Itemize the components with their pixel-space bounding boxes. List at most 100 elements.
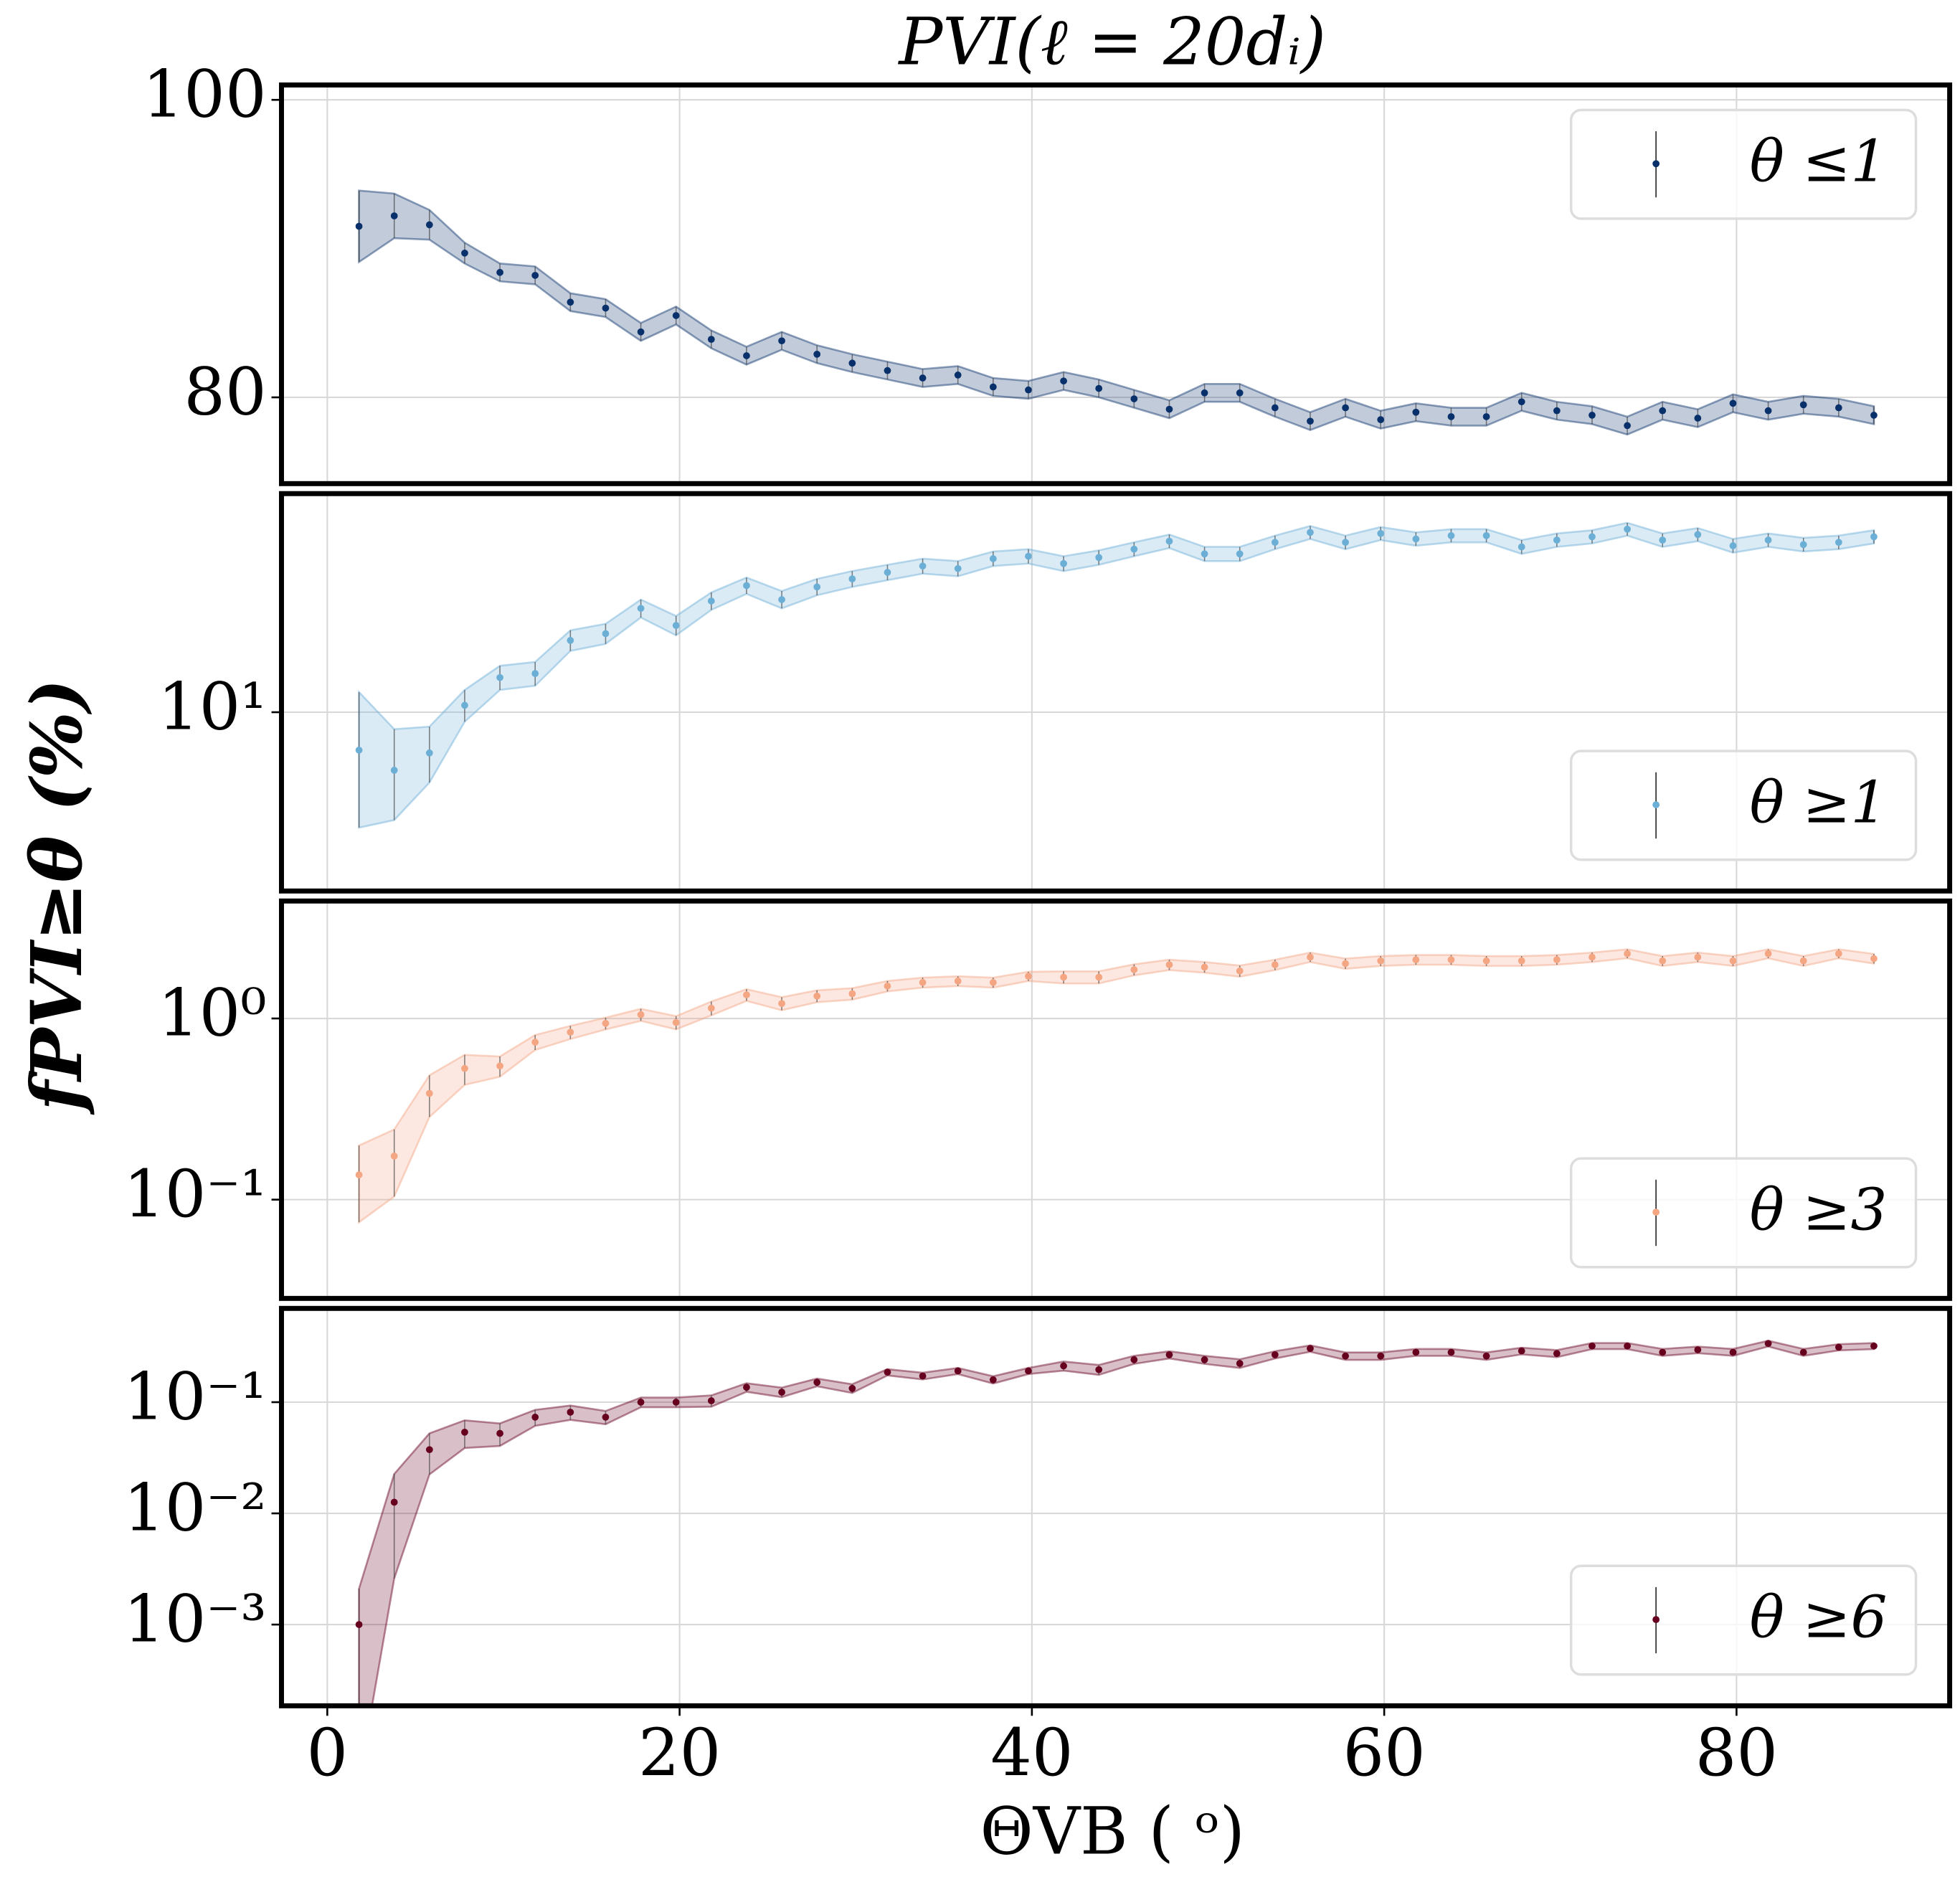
point xyxy=(1447,956,1455,963)
point xyxy=(884,569,891,576)
point xyxy=(778,337,785,345)
point xyxy=(1307,417,1314,425)
point xyxy=(1764,950,1772,957)
point xyxy=(1553,407,1561,415)
point xyxy=(1447,413,1455,420)
point xyxy=(496,1062,503,1070)
point xyxy=(461,1428,468,1436)
point xyxy=(496,1429,503,1437)
point xyxy=(461,249,468,257)
point xyxy=(919,978,927,986)
point xyxy=(1342,539,1349,547)
point xyxy=(425,1446,433,1454)
y-tick-label: 10⁻² xyxy=(123,1470,266,1546)
point xyxy=(1377,529,1385,537)
point xyxy=(1518,398,1525,406)
point xyxy=(1799,1348,1807,1356)
point xyxy=(848,359,856,367)
point xyxy=(1518,957,1525,965)
point xyxy=(778,1389,785,1396)
point xyxy=(1694,953,1702,961)
point xyxy=(778,596,785,603)
point xyxy=(1130,966,1138,973)
point xyxy=(1342,960,1349,968)
point xyxy=(743,991,750,998)
point xyxy=(355,222,363,230)
point xyxy=(637,605,645,613)
point xyxy=(1130,395,1138,402)
point xyxy=(884,366,891,374)
point xyxy=(1729,399,1737,407)
point xyxy=(1165,537,1173,545)
point xyxy=(778,1000,785,1008)
legend-marker xyxy=(1652,160,1660,168)
point xyxy=(1729,542,1737,549)
point xyxy=(1694,531,1702,539)
point xyxy=(1060,973,1067,981)
point xyxy=(496,673,503,681)
point xyxy=(1412,956,1420,963)
point xyxy=(672,1018,680,1026)
point xyxy=(1025,1367,1032,1375)
point xyxy=(989,383,997,391)
point xyxy=(1518,1347,1525,1355)
point xyxy=(1201,963,1208,971)
legend-label: θ ≥1 xyxy=(1750,770,1888,836)
point xyxy=(567,1409,574,1416)
point xyxy=(672,1399,680,1406)
point xyxy=(813,350,821,358)
point xyxy=(567,1028,574,1036)
point xyxy=(1271,404,1279,412)
point xyxy=(355,747,363,754)
point xyxy=(1236,550,1244,558)
point xyxy=(1095,554,1103,562)
y-tick-label: 10⁰ xyxy=(158,975,267,1051)
point xyxy=(1624,950,1631,957)
legend-box xyxy=(1569,1157,1918,1269)
legend-marker xyxy=(1652,801,1660,808)
point xyxy=(531,670,539,678)
point xyxy=(1095,384,1103,392)
point xyxy=(1694,1346,1702,1353)
point xyxy=(390,767,398,774)
point xyxy=(1589,412,1596,419)
point xyxy=(1553,1350,1561,1358)
point xyxy=(954,977,962,985)
legend: θ ≥3 xyxy=(1569,1157,1918,1269)
point xyxy=(707,597,715,605)
point xyxy=(1165,1351,1173,1358)
y-tick-label: 10⁻¹ xyxy=(123,1157,266,1232)
point xyxy=(1025,973,1032,980)
legend: θ ≥6 xyxy=(1569,1564,1918,1676)
point xyxy=(1694,415,1702,422)
point xyxy=(1870,1342,1878,1350)
x-tick-label: 40 xyxy=(990,1716,1073,1791)
point xyxy=(1095,1366,1103,1373)
point xyxy=(1482,413,1490,420)
point xyxy=(355,1621,363,1628)
legend-box xyxy=(1569,749,1918,861)
legend-label: θ ≥3 xyxy=(1750,1177,1888,1244)
point xyxy=(1236,1360,1244,1367)
point xyxy=(1834,950,1842,957)
point xyxy=(1589,1342,1596,1350)
y-tick-label: 10¹ xyxy=(158,669,267,744)
point xyxy=(743,582,750,590)
point xyxy=(743,1384,750,1391)
point xyxy=(672,312,680,319)
point xyxy=(355,1171,363,1178)
point xyxy=(1553,956,1561,963)
panel xyxy=(281,85,1950,484)
panel-frame xyxy=(279,82,1953,486)
point xyxy=(813,583,821,591)
point xyxy=(813,1378,821,1386)
point xyxy=(1870,533,1878,541)
point xyxy=(1834,539,1842,547)
point xyxy=(1482,1352,1490,1360)
point xyxy=(1764,536,1772,544)
point xyxy=(848,990,856,998)
point xyxy=(743,352,750,359)
y-tick-label: 100 xyxy=(143,57,267,133)
point xyxy=(989,1376,997,1384)
